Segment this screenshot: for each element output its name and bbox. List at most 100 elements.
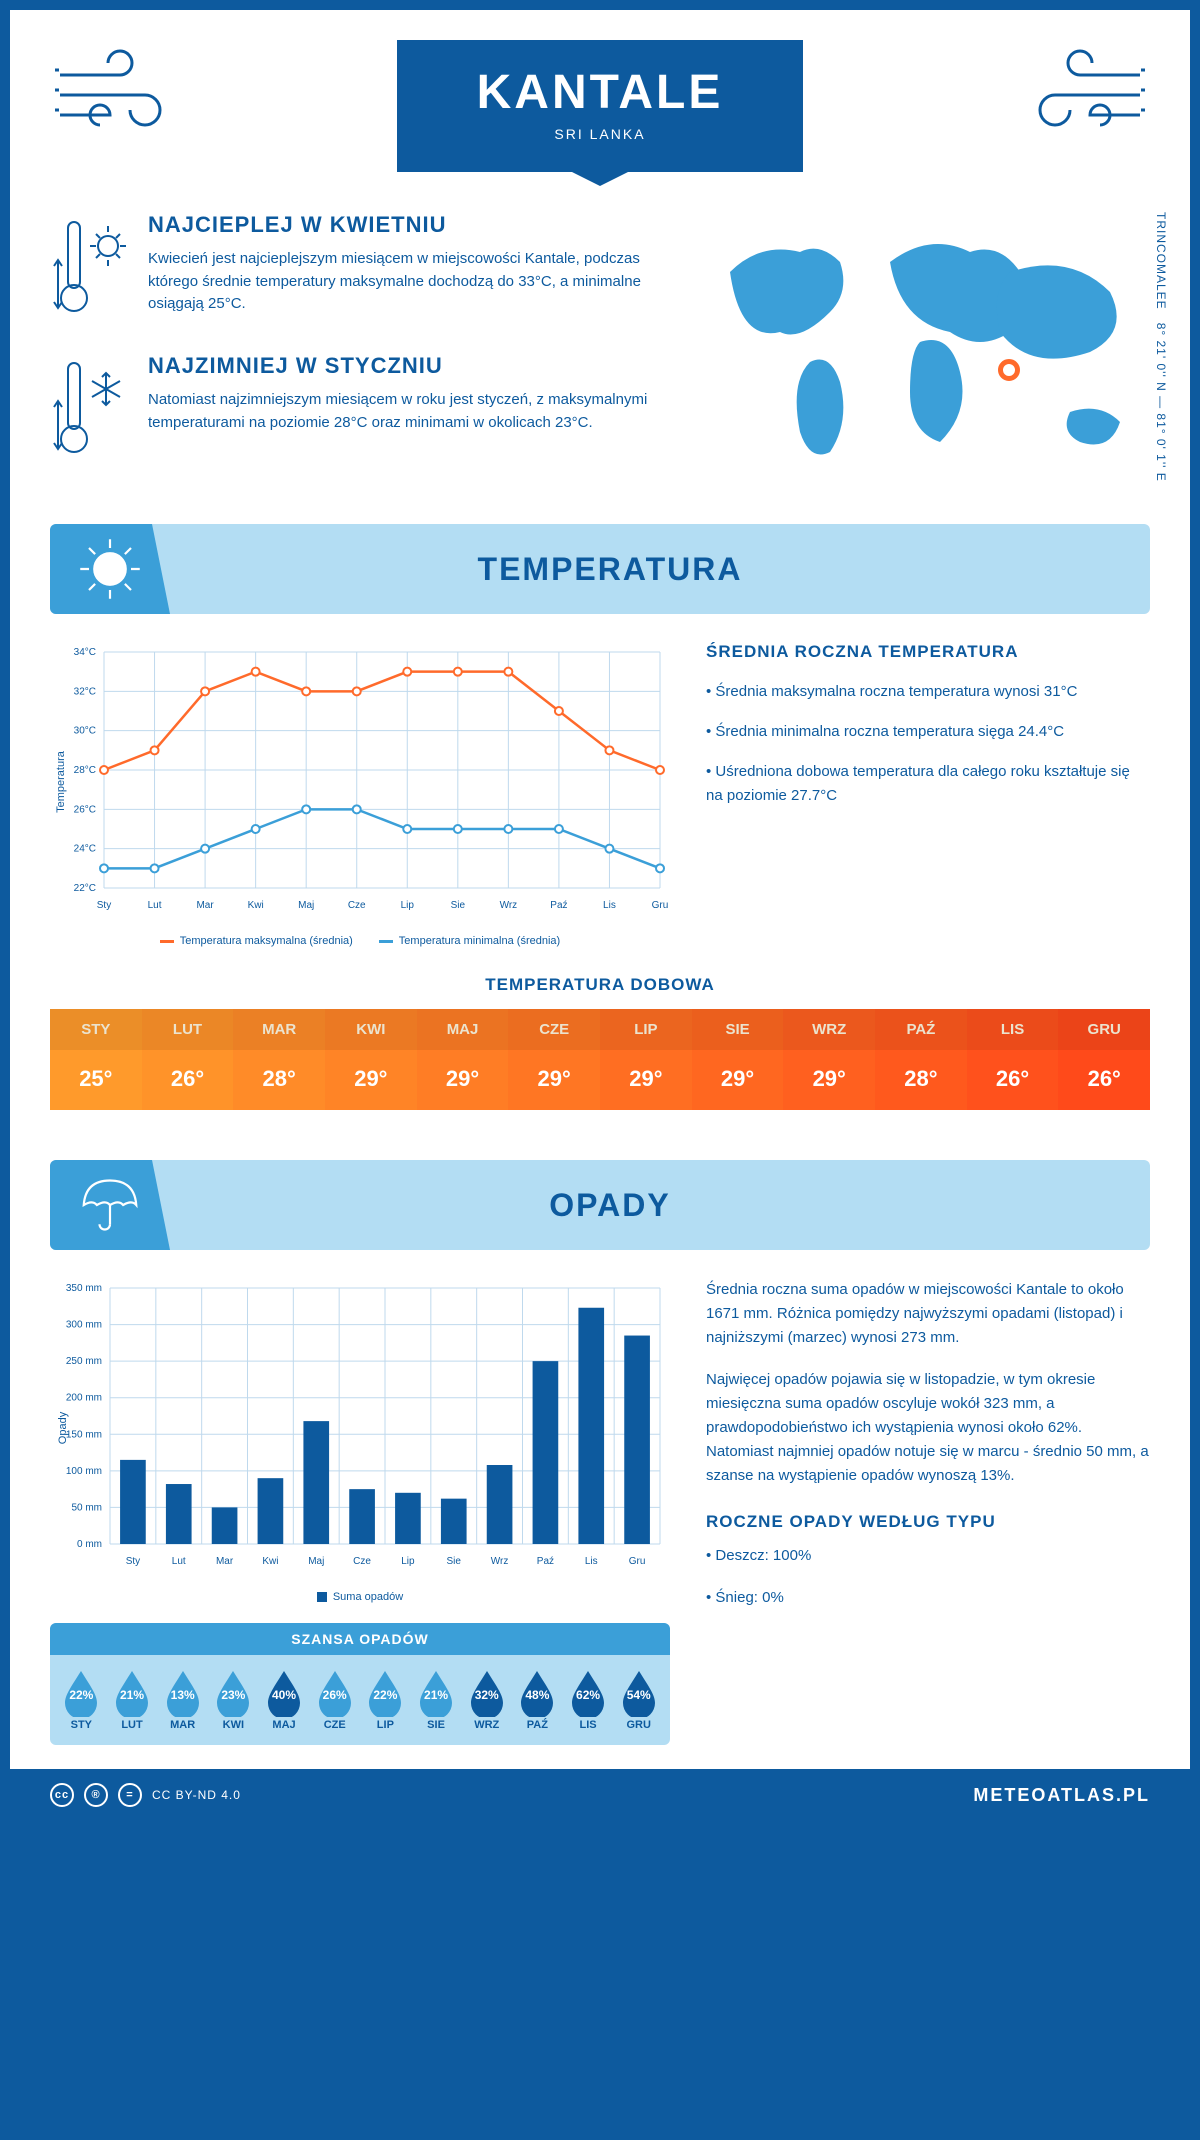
drop-icon: 26% — [315, 1669, 355, 1717]
svg-text:Sie: Sie — [447, 1556, 462, 1567]
chance-item: 40% MAJ — [259, 1669, 310, 1731]
chance-item: 54% GRU — [613, 1669, 664, 1731]
chance-item: 13% MAR — [157, 1669, 208, 1731]
chance-item: 21% LUT — [107, 1669, 158, 1731]
temp-side-b2: • Średnia minimalna roczna temperatura s… — [706, 720, 1150, 744]
svg-text:Wrz: Wrz — [491, 1556, 509, 1567]
daily-col: WRZ29° — [783, 1009, 875, 1110]
svg-text:24°C: 24°C — [74, 844, 96, 855]
footer: cc ® = CC BY-ND 4.0 METEOATLAS.PL — [10, 1769, 1190, 1821]
svg-text:32°C: 32°C — [74, 686, 96, 697]
svg-text:Gru: Gru — [629, 1556, 646, 1567]
precip-chart: 0 mm50 mm100 mm150 mm200 mm250 mm300 mm3… — [50, 1278, 670, 1603]
intro-section: NAJCIEPLEJ W KWIETNIU Kwiecień jest najc… — [50, 212, 1150, 494]
daily-col: STY25° — [50, 1009, 142, 1110]
coordinates: TRINCOMALEE 8° 21' 0'' N — 81° 0' 1'' E — [1154, 212, 1168, 482]
svg-text:250 mm: 250 mm — [66, 1356, 102, 1367]
svg-text:Gru: Gru — [652, 900, 669, 911]
daily-col: MAJ29° — [417, 1009, 509, 1110]
precip-types-title: ROCZNE OPADY WEDŁUG TYPU — [706, 1512, 1150, 1532]
license-text: CC BY-ND 4.0 — [152, 1788, 241, 1802]
daily-temp-table: STY25°LUT26°MAR28°KWI29°MAJ29°CZE29°LIP2… — [50, 1009, 1150, 1110]
drop-icon: 21% — [112, 1669, 152, 1717]
daily-col: GRU26° — [1058, 1009, 1150, 1110]
drop-icon: 22% — [365, 1669, 405, 1717]
daily-col: MAR28° — [233, 1009, 325, 1110]
drop-icon: 54% — [619, 1669, 659, 1717]
svg-text:34°C: 34°C — [74, 647, 96, 658]
chance-item: 48% PAŹ — [512, 1669, 563, 1731]
coldest-title: NAJZIMNIEJ W STYCZNIU — [148, 353, 660, 379]
svg-text:Paź: Paź — [550, 900, 567, 911]
svg-text:Lis: Lis — [585, 1556, 598, 1567]
chance-item: 32% WRZ — [461, 1669, 512, 1731]
chance-item: 23% KWI — [208, 1669, 259, 1731]
warmest-block: NAJCIEPLEJ W KWIETNIU Kwiecień jest najc… — [50, 212, 660, 327]
precip-p2: Najwięcej opadów pojawia się w listopadz… — [706, 1368, 1150, 1488]
svg-text:Maj: Maj — [308, 1556, 324, 1567]
daily-col: KWI29° — [325, 1009, 417, 1110]
svg-text:Lut: Lut — [172, 1556, 186, 1567]
svg-text:100 mm: 100 mm — [66, 1466, 102, 1477]
chance-item: 22% LIP — [360, 1669, 411, 1731]
svg-text:Sie: Sie — [451, 900, 466, 911]
svg-text:Opady: Opady — [57, 1411, 69, 1444]
temp-side-b1: • Średnia maksymalna roczna temperatura … — [706, 680, 1150, 704]
wind-icon — [50, 40, 190, 140]
svg-text:22°C: 22°C — [74, 883, 96, 894]
warmest-title: NAJCIEPLEJ W KWIETNIU — [148, 212, 660, 238]
svg-text:26°C: 26°C — [74, 804, 96, 815]
precip-t1: • Deszcz: 100% — [706, 1544, 1150, 1568]
svg-text:30°C: 30°C — [74, 726, 96, 737]
precip-chance-panel: SZANSA OPADÓW 22% STY 21% LUT 13% MAR 23… — [50, 1623, 670, 1745]
precip-t2: • Śnieg: 0% — [706, 1586, 1150, 1610]
temperature-banner: TEMPERATURA — [50, 524, 1150, 614]
nd-icon: = — [118, 1783, 142, 1807]
cc-icon: cc — [50, 1783, 74, 1807]
precip-summary: Średnia roczna suma opadów w miejscowośc… — [706, 1278, 1150, 1745]
section-title: TEMPERATURA — [170, 551, 1150, 588]
precip-banner: OPADY — [50, 1160, 1150, 1250]
map-marker-icon — [998, 359, 1020, 381]
city-title: KANTALE — [477, 65, 724, 120]
world-map: TRINCOMALEE 8° 21' 0'' N — 81° 0' 1'' E — [690, 212, 1150, 494]
chance-item: 26% CZE — [309, 1669, 360, 1731]
svg-text:Kwi: Kwi — [262, 1556, 278, 1567]
drop-icon: 13% — [163, 1669, 203, 1717]
daily-col: CZE29° — [508, 1009, 600, 1110]
chance-item: 22% STY — [56, 1669, 107, 1731]
daily-col: LIS26° — [967, 1009, 1059, 1110]
svg-text:Wrz: Wrz — [500, 900, 518, 911]
svg-text:Kwi: Kwi — [248, 900, 264, 911]
coldest-block: NAJZIMNIEJ W STYCZNIU Natomiast najzimni… — [50, 353, 660, 468]
daily-temp-title: TEMPERATURA DOBOWA — [50, 975, 1150, 995]
coldest-body: Natomiast najzimniejszym miesiącem w rok… — [148, 389, 660, 434]
svg-text:Lip: Lip — [401, 1556, 415, 1567]
drop-icon: 48% — [517, 1669, 557, 1717]
daily-col: SIE29° — [692, 1009, 784, 1110]
svg-text:350 mm: 350 mm — [66, 1283, 102, 1294]
warmest-body: Kwiecień jest najcieplejszym miesiącem w… — [148, 248, 660, 316]
drop-icon: 32% — [467, 1669, 507, 1717]
daily-col: PAŹ28° — [875, 1009, 967, 1110]
section-title: OPADY — [170, 1187, 1150, 1224]
svg-text:150 mm: 150 mm — [66, 1429, 102, 1440]
svg-text:Maj: Maj — [298, 900, 314, 911]
svg-text:0 mm: 0 mm — [77, 1539, 102, 1550]
svg-text:50 mm: 50 mm — [71, 1502, 102, 1513]
temp-side-title: ŚREDNIA ROCZNA TEMPERATURA — [706, 642, 1150, 662]
country-subtitle: SRI LANKA — [477, 126, 724, 142]
chance-title: SZANSA OPADÓW — [50, 1623, 670, 1655]
daily-col: LIP29° — [600, 1009, 692, 1110]
drop-icon: 62% — [568, 1669, 608, 1717]
drop-icon: 23% — [213, 1669, 253, 1717]
daily-col: LUT26° — [142, 1009, 234, 1110]
temperature-summary: ŚREDNIA ROCZNA TEMPERATURA • Średnia mak… — [706, 642, 1150, 947]
svg-text:Mar: Mar — [216, 1556, 234, 1567]
title-ribbon: KANTALE SRI LANKA — [397, 40, 804, 172]
drop-icon: 21% — [416, 1669, 456, 1717]
svg-text:Mar: Mar — [196, 900, 214, 911]
drop-icon: 22% — [61, 1669, 101, 1717]
svg-text:Cze: Cze — [353, 1556, 371, 1567]
precip-p1: Średnia roczna suma opadów w miejscowośc… — [706, 1278, 1150, 1350]
